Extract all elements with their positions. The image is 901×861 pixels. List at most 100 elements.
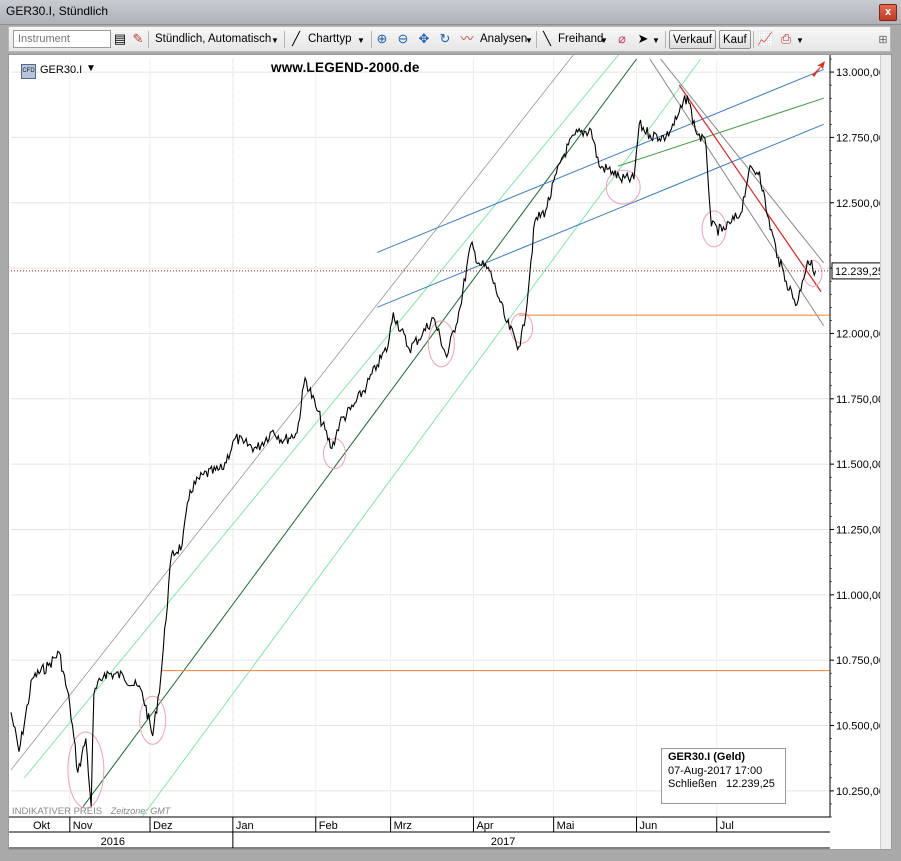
y-tick-label: 11.500,00 — [836, 459, 883, 471]
grid — [11, 59, 829, 817]
line-chart-icon[interactable]: ╱ — [292, 31, 300, 46]
month-label: Nov — [73, 820, 93, 832]
y-tick-label: 11.000,00 — [836, 590, 883, 602]
info-close-row: Schließen 12.239,25 — [668, 778, 779, 792]
toolbar-separator — [148, 31, 149, 48]
blue-channel-upper — [377, 68, 824, 253]
eraser-icon[interactable]: ⌀ — [618, 31, 626, 46]
vertical-scrollbar[interactable] — [880, 55, 891, 849]
month-label: Mrz — [394, 820, 412, 832]
svg-text:12.239,25: 12.239,25 — [835, 266, 883, 278]
month-label: Dez — [153, 820, 173, 832]
timezone-text: Zeitzone: GMT — [110, 806, 171, 816]
analysen-menu[interactable]: Analysen — [480, 33, 528, 45]
month-label: Jan — [236, 820, 254, 832]
toolbar-separator — [665, 31, 666, 48]
info-date: 07-Aug-2017 17:00 — [668, 764, 763, 777]
info-box: GER30.I (Geld) 07-Aug-2017 17:00 Schließ… — [661, 748, 786, 804]
interval-selector[interactable]: Stündlich, — [155, 33, 206, 45]
highlight-circle — [322, 438, 346, 470]
instrument-list-icon[interactable]: ▤ — [113, 31, 127, 46]
month-label: Feb — [319, 820, 338, 832]
highlight-circle — [427, 320, 455, 368]
chart-settings-icon[interactable]: 📈 — [757, 31, 774, 46]
chevron-down-icon[interactable]: ▼ — [652, 36, 660, 45]
verkauf-button[interactable]: Verkauf — [669, 30, 716, 49]
info-close-label: Schließen — [668, 778, 717, 790]
year-label: 2016 — [101, 836, 125, 848]
month-label: Jun — [640, 820, 658, 832]
y-tick-label: 10.750,00 — [836, 655, 883, 667]
toolbar: ▤ ✎ Stündlich, Automatisch ▼ ╱ Charttyp … — [8, 26, 891, 52]
pin-icon[interactable]: ⊞ — [878, 34, 888, 46]
toolbar-separator — [371, 31, 372, 48]
blue-channel-lower — [377, 123, 824, 308]
x-axis-bg — [9, 817, 830, 849]
green-midline — [617, 97, 824, 167]
zoom-in-icon[interactable]: ⊕ — [376, 31, 388, 46]
indicative-text: INDIKATIVER PREIS — [12, 806, 103, 817]
highlight-circle — [803, 259, 823, 287]
toolbar-separator — [284, 31, 285, 48]
cursor-icon[interactable]: ➤ — [637, 31, 649, 46]
gray-channel-lower — [649, 58, 825, 326]
chevron-down-icon[interactable]: ▼ — [86, 63, 96, 74]
highlight-circle — [139, 695, 167, 745]
chevron-down-icon[interactable]: ▼ — [525, 36, 533, 45]
zoom-out-icon[interactable]: ⊖ — [397, 31, 409, 46]
trend-arrow-icon — [812, 61, 825, 77]
chart-panel[interactable]: 13.000,0012.750,0012.500,0012.250,0012.0… — [8, 54, 892, 850]
highlight-circle — [605, 169, 641, 205]
month-label: Mai — [557, 820, 575, 832]
print-icon[interactable]: ⎙ — [780, 31, 792, 46]
y-tick-label: 11.250,00 — [836, 524, 883, 536]
pan-icon[interactable]: ✥ — [418, 31, 430, 46]
cfd-icon: CFD — [21, 64, 36, 79]
light-green-channel-upper — [23, 55, 620, 779]
compare-icon[interactable]: ✎ — [132, 31, 144, 46]
red-downtrend — [678, 84, 822, 292]
toolbar-separator — [753, 31, 754, 48]
price-chart[interactable]: 13.000,0012.750,0012.500,0012.250,0012.0… — [9, 55, 883, 849]
y-tick-label: 12.750,00 — [836, 132, 883, 144]
symbol-name: GER30.I — [40, 64, 83, 76]
title-bar: GER30.I, Stündlich x — [0, 0, 901, 25]
kauf-button[interactable]: Kauf — [719, 30, 751, 49]
scale-selector[interactable]: Automatisch — [208, 33, 272, 45]
month-label: Okt — [33, 820, 50, 832]
watermark-text: www.LEGEND-2000.de — [271, 60, 420, 75]
highlight-circle — [67, 731, 105, 809]
y-tick-label: 12.000,00 — [836, 328, 883, 340]
chevron-down-icon[interactable]: ▼ — [271, 36, 279, 45]
instrument-input[interactable] — [13, 30, 111, 48]
chevron-down-icon[interactable]: ▼ — [357, 36, 365, 45]
current-price-label: 12.239,25 — [831, 262, 883, 280]
refresh-icon[interactable]: ↻ — [439, 31, 451, 46]
month-label: Apr — [476, 820, 493, 832]
draw-line-icon[interactable]: ╲ — [543, 31, 551, 46]
freihand-menu[interactable]: Freihand — [558, 33, 604, 45]
close-button[interactable]: x — [879, 4, 897, 21]
y-tick-label: 10.500,00 — [836, 721, 883, 733]
y-tick-label: 13.000,00 — [836, 67, 883, 79]
indicative-price-note: INDIKATIVER PREIS Zeitzone: GMT — [12, 806, 170, 817]
y-tick-label: 11.750,00 — [836, 394, 883, 406]
year-label: 2017 — [491, 836, 515, 848]
chevron-down-icon[interactable]: ▼ — [796, 36, 804, 45]
window-title: GER30.I, Stündlich — [6, 4, 109, 18]
charttype-menu[interactable]: Charttyp — [308, 33, 352, 45]
highlight-circle — [510, 312, 534, 344]
light-green-channel-lower — [141, 58, 702, 818]
analysis-icon[interactable]: 〰 — [460, 31, 474, 46]
price-series-line — [10, 95, 817, 807]
chevron-down-icon[interactable]: ▼ — [600, 36, 608, 45]
gray-channel-upper — [660, 58, 825, 264]
toolbar-separator — [536, 31, 537, 48]
info-close-value: 12.239,25 — [725, 778, 775, 790]
x-axis: Okt Nov Dez Jan Feb Mrz Apr Mai Jun Jul 2016 2017 — [9, 816, 830, 849]
thin-channel-line — [10, 55, 574, 771]
y-tick-label: 10.250,00 — [836, 786, 883, 798]
info-title: GER30.I (Geld) — [668, 751, 746, 763]
y-axis: 13.000,0012.750,0012.500,0012.250,0012.0… — [829, 55, 883, 818]
